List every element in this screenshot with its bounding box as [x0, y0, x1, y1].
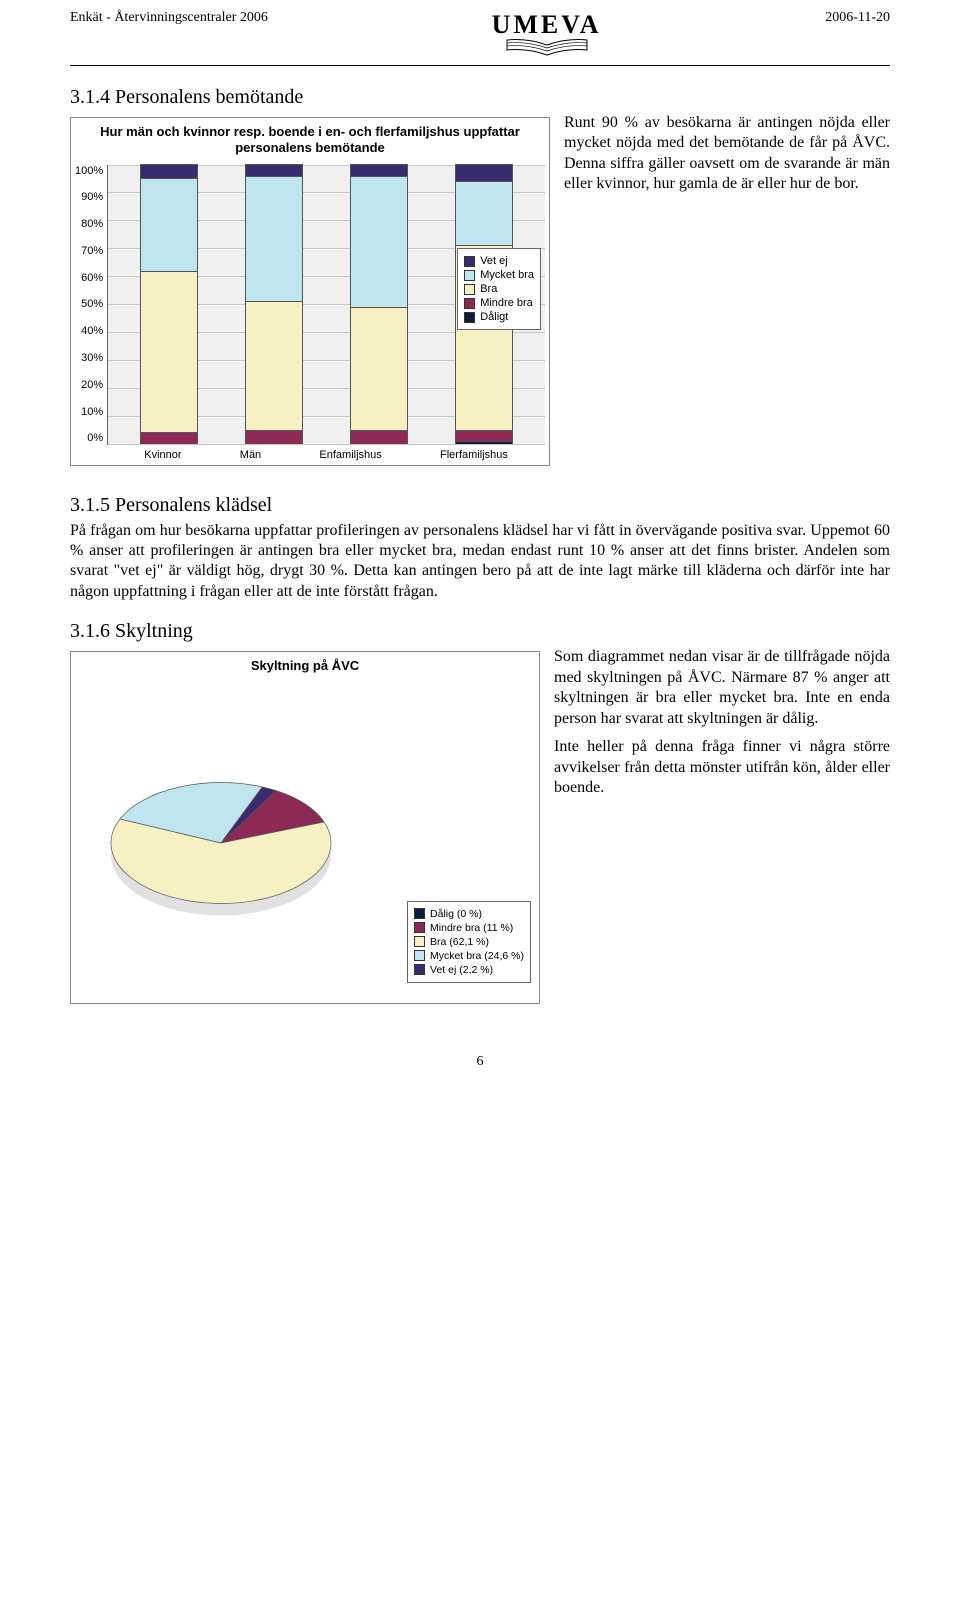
y-tick: 60%: [75, 272, 103, 284]
legend-swatch: [464, 284, 475, 295]
body-315: På frågan om hur besökarna uppfattar pro…: [70, 521, 890, 603]
legend-swatch: [464, 312, 475, 323]
content: 3.1.4 Personalens bemötande Hur män och …: [0, 86, 960, 1070]
seg-mycket-bra: [246, 176, 302, 302]
piechart-316: Skyltning på ÅVC Dålig (0 %) Mindre bra (…: [70, 651, 540, 1003]
book-icon: [502, 38, 592, 56]
pie-legend: Dålig (0 %) Mindre bra (11 %) Bra (62,1 %)…: [407, 901, 531, 983]
heading-316: 3.1.6 Skyltning: [70, 620, 890, 643]
y-tick: 0%: [75, 432, 103, 444]
barchart-314: Hur män och kvinnor resp. boende i en- o…: [70, 117, 550, 466]
seg-mindre-bra: [351, 430, 407, 444]
barchart-title: Hur män och kvinnor resp. boende i en- o…: [71, 118, 549, 165]
seg-bra: [141, 271, 197, 433]
seg-mycket-bra: [351, 176, 407, 307]
y-tick: 10%: [75, 406, 103, 418]
y-tick: 30%: [75, 352, 103, 364]
header-rule: [70, 65, 890, 66]
legend-label: Dåligt: [480, 311, 508, 323]
seg-mycket-bra: [456, 181, 512, 245]
logo: UMEVA: [492, 10, 602, 61]
y-tick: 20%: [75, 379, 103, 391]
legend-label: Vet ej: [480, 255, 508, 267]
legend-item: Dålig (0 %): [414, 908, 524, 920]
legend-swatch: [414, 964, 425, 975]
logo-text: UMEVA: [492, 10, 602, 40]
legend-swatch: [414, 950, 425, 961]
legend-swatch: [414, 922, 425, 933]
page-header: Enkät - Återvinningscentraler 2006 UMEVA…: [0, 0, 960, 65]
seg-vet-ej: [351, 165, 407, 176]
seg-vet-ej: [141, 165, 197, 179]
bar-enfamiljshus: [350, 164, 408, 444]
legend-swatch: [414, 908, 425, 919]
legend-label: Dålig (0 %): [430, 908, 482, 920]
y-tick: 90%: [75, 191, 103, 203]
legend-item: Bra (62,1 %): [414, 936, 524, 948]
section-316-body: Skyltning på ÅVC Dålig (0 %) Mindre bra (…: [70, 647, 890, 1013]
y-tick: 40%: [75, 325, 103, 337]
legend-item: Mindre bra (11 %): [414, 922, 524, 934]
section-314-body: Hur män och kvinnor resp. boende i en- o…: [70, 113, 890, 476]
x-label: Kvinnor: [144, 449, 181, 461]
legend-label: Mindre bra (11 %): [430, 922, 513, 934]
legend-swatch: [464, 270, 475, 281]
x-label: Män: [240, 449, 261, 461]
seg-bra: [246, 301, 302, 429]
header-right: 2006-11-20: [825, 10, 890, 26]
seg-mindre-bra: [246, 430, 302, 444]
legend-label: Mycket bra (24,6 %): [430, 950, 524, 962]
seg-mindre-bra: [141, 432, 197, 443]
legend-swatch: [414, 936, 425, 947]
legend-label: Mycket bra: [480, 269, 534, 281]
heading-314: 3.1.4 Personalens bemötande: [70, 86, 890, 109]
bar-män: [245, 164, 303, 444]
legend-item: Dåligt: [464, 311, 534, 323]
seg-vet-ej: [456, 165, 512, 182]
y-tick: 70%: [75, 245, 103, 257]
x-label: Enfamiljshus: [319, 449, 381, 461]
y-tick: 80%: [75, 218, 103, 230]
pie-title: Skyltning på ÅVC: [71, 652, 539, 682]
legend-item: Mindre bra: [464, 297, 534, 309]
bar-kvinnor: [140, 164, 198, 444]
x-labels: Kvinnor Män Enfamiljshus Flerfamiljshus: [107, 445, 545, 461]
y-axis: 100% 90% 80% 70% 60% 50% 40% 30% 20% 10% 0%: [75, 165, 107, 445]
seg-vet-ej: [246, 165, 302, 176]
y-tick: 50%: [75, 298, 103, 310]
seg-dåligt: [456, 441, 512, 444]
y-tick: 100%: [75, 165, 103, 177]
seg-bra: [351, 307, 407, 430]
seg-mycket-bra: [141, 178, 197, 270]
legend-item: Vet ej: [464, 255, 534, 267]
legend-swatch: [464, 298, 475, 309]
legend-item: Mycket bra (24,6 %): [414, 950, 524, 962]
legend-label: Bra: [480, 283, 497, 295]
legend-label: Vet ej (2,2 %): [430, 964, 493, 976]
legend-swatch: [464, 256, 475, 267]
legend-item: Bra: [464, 283, 534, 295]
legend-item: Vet ej (2,2 %): [414, 964, 524, 976]
x-label: Flerfamiljshus: [440, 449, 508, 461]
legend-label: Bra (62,1 %): [430, 936, 489, 948]
legend-item: Mycket bra: [464, 269, 534, 281]
heading-315: 3.1.5 Personalens klädsel: [70, 494, 890, 517]
page-number: 6: [70, 1054, 890, 1070]
header-left: Enkät - Återvinningscentraler 2006: [70, 10, 268, 26]
legend-label: Mindre bra: [480, 297, 533, 309]
bar-legend: Vet ej Mycket bra Bra Mindre bra Dåligt: [457, 248, 541, 330]
seg-mindre-bra: [456, 430, 512, 441]
